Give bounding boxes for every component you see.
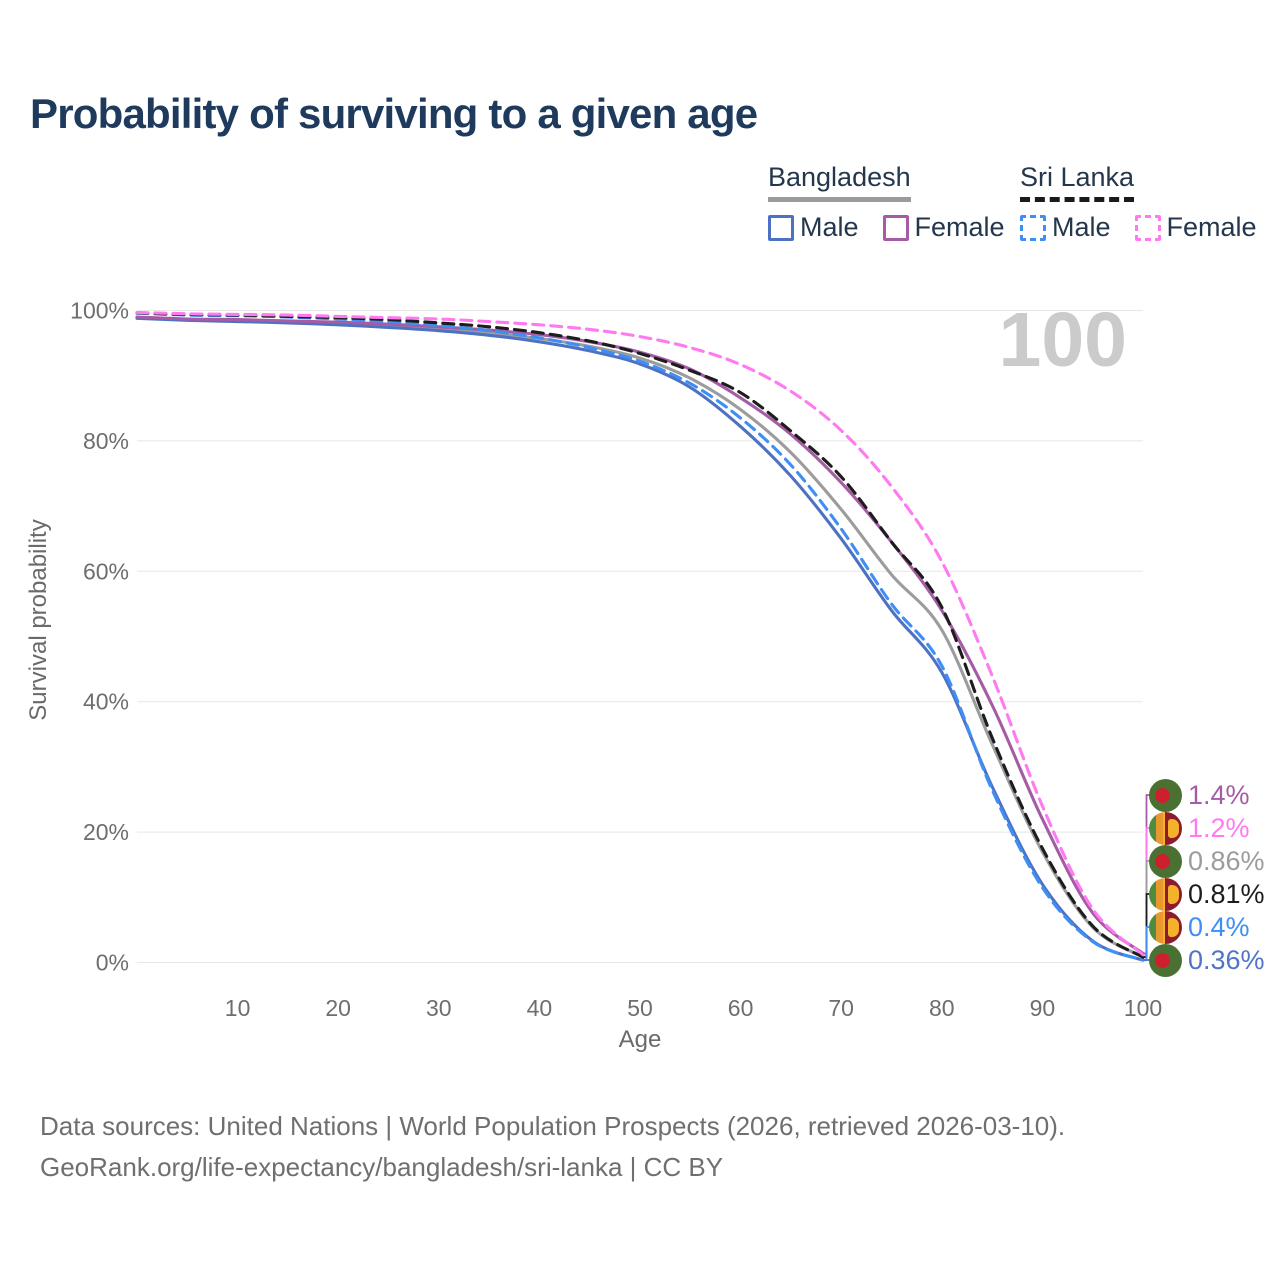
end-label-value: 0.4% (1188, 911, 1250, 942)
legend-checkbox-bangladesh-male[interactable] (768, 214, 794, 241)
series-line-sri-lanka[interactable] (135, 311, 1145, 959)
legend-checkbox-sri-lanka-male[interactable] (1020, 214, 1046, 241)
legend-checkbox-bangladesh-female[interactable] (882, 214, 909, 241)
series-line-bangladesh[interactable] (135, 316, 1145, 959)
legend-item-label: Male (1052, 212, 1111, 242)
legend-checkbox-sri-lanka-female[interactable] (1134, 214, 1161, 241)
x-tick-label: 50 (627, 995, 653, 1021)
x-tick-label: 20 (325, 995, 351, 1021)
legend-item-bangladesh-female[interactable]: Female (882, 212, 1005, 243)
legend-item-label: Female (1166, 212, 1257, 242)
end-label-bangladesh[interactable]: 0.86% (1149, 844, 1265, 878)
x-tick-label: 100 (1124, 995, 1162, 1021)
page-title: Probability of surviving to a given age (30, 90, 758, 137)
legend-item-sri-lanka-female[interactable]: Female (1134, 212, 1257, 243)
end-label-bangladesh-female[interactable]: 1.4% (1149, 778, 1250, 812)
x-tick-label: 90 (1030, 995, 1056, 1021)
sri-lanka-flag-icon (1149, 877, 1182, 911)
footer-sources: Data sources: United Nations | World Pop… (40, 1111, 1066, 1141)
legend-item-label: Female (914, 212, 1005, 242)
legend-group-title-sri-lanka[interactable]: Sri Lanka (1020, 162, 1135, 202)
end-label-value: 1.2% (1188, 812, 1250, 843)
sri-lanka-flag-icon (1149, 811, 1182, 845)
end-label-value: 0.36% (1188, 944, 1265, 975)
bangladesh-flag-icon (1149, 943, 1182, 977)
x-tick-label: 70 (828, 995, 854, 1021)
legend-item-label: Male (800, 212, 859, 242)
end-label-connector (1143, 893, 1150, 959)
y-tick-label: 20% (83, 819, 129, 845)
end-label-value: 0.81% (1188, 878, 1265, 909)
end-label-sri-lanka-male[interactable]: 0.4% (1149, 910, 1250, 944)
series-line-sri-lanka-male[interactable] (135, 311, 1145, 962)
legend-group-bangladesh: Bangladesh Male Female (768, 162, 1005, 243)
x-tick-label: 30 (426, 995, 452, 1021)
x-tick-label: 10 (225, 995, 251, 1021)
y-tick-label: 60% (83, 558, 129, 584)
series-line-sri-lanka-female[interactable] (135, 310, 1145, 957)
end-label-sri-lanka-female[interactable]: 1.2% (1149, 811, 1250, 845)
legend-item-bangladesh-male[interactable]: Male (768, 212, 859, 243)
footer-url: GeoRank.org/life-expectancy/bangladesh/s… (40, 1152, 724, 1183)
legend-group-sri-lanka: Sri Lanka Male Female (1020, 162, 1257, 243)
end-label-value: 0.86% (1188, 845, 1265, 876)
sri-lanka-flag-icon (1149, 910, 1182, 944)
footer: Data sources: United Nations | World Pop… (40, 1106, 1065, 1188)
y-tick-label: 80% (83, 428, 129, 454)
y-tick-label: 0% (96, 950, 129, 976)
bangladesh-flag-icon (1149, 844, 1182, 878)
series-line-bangladesh-female[interactable] (135, 315, 1145, 955)
x-tick-label: 60 (728, 995, 754, 1021)
x-axis-title: Age (619, 1026, 662, 1053)
end-label-bangladesh-male[interactable]: 0.36% (1149, 943, 1265, 977)
age-counter-watermark: 100 (999, 297, 1127, 383)
bangladesh-flag-icon (1149, 778, 1182, 812)
x-tick-label: 40 (527, 995, 553, 1021)
series-line-bangladesh-male[interactable] (135, 316, 1145, 962)
legend-item-sri-lanka-male[interactable]: Male (1020, 212, 1111, 243)
y-axis-title: Survival probability (25, 519, 52, 720)
end-label-value: 1.4% (1188, 779, 1250, 810)
y-tick-label: 100% (70, 298, 129, 324)
x-tick-label: 80 (929, 995, 955, 1021)
y-tick-label: 40% (83, 689, 129, 715)
legend-group-title-bangladesh[interactable]: Bangladesh (768, 162, 911, 202)
end-label-sri-lanka[interactable]: 0.81% (1149, 877, 1265, 911)
